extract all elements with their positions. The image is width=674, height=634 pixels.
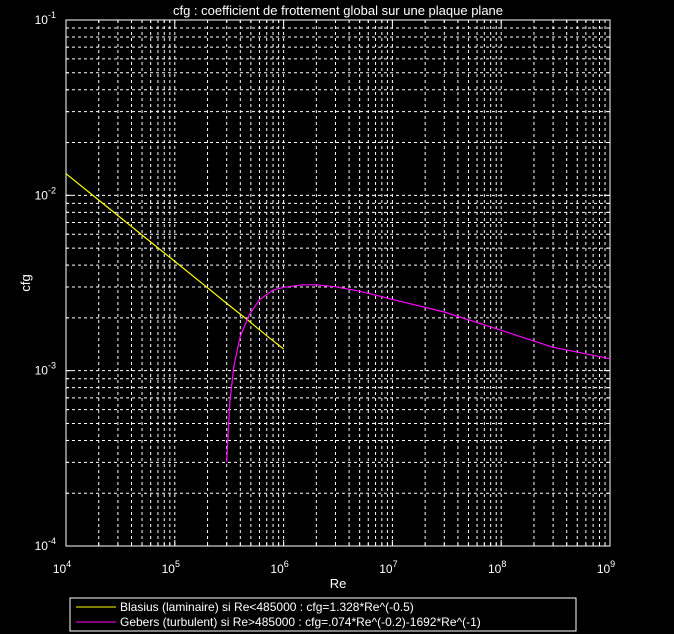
y-axis-label: cfg: [18, 274, 33, 291]
x-axis-label: Re: [330, 576, 347, 591]
grid-lines: [66, 20, 610, 546]
plot-area: [65, 19, 611, 547]
x-tick-label: 109: [597, 559, 615, 576]
x-tick-label: 105: [162, 559, 180, 576]
legend-label-gebers: Gebers (turbulent) si Re>485000 : cfg=.0…: [120, 615, 481, 629]
x-tick-label: 108: [488, 559, 506, 576]
series-line-blasius: [65, 173, 284, 350]
legend-label-blasius: Blasius (laminaire) si Re<485000 : cfg=1…: [120, 600, 414, 614]
legend: Blasius (laminaire) si Re<485000 : cfg=1…: [69, 597, 577, 632]
x-tick-label: 106: [270, 559, 288, 576]
x-tick-label: 104: [53, 559, 71, 576]
axis-ticks: [66, 20, 610, 546]
series-line-gebers: [226, 284, 611, 463]
y-tick-label: 10-3: [35, 361, 56, 378]
series-lines: [65, 173, 611, 463]
x-tick-label: 107: [379, 559, 397, 576]
y-tick-labels: 10-4 10-3 10-2 10-1: [35, 10, 56, 553]
legend-box: [69, 597, 577, 632]
y-tick-label: 10-1: [35, 10, 56, 27]
y-tick-label: 10-2: [35, 185, 56, 202]
x-tick-labels: 104 105 106 107 108 109: [53, 559, 615, 576]
y-tick-label: 10-4: [35, 536, 56, 553]
chart-title: cfg : coefficient de frottement global s…: [173, 3, 503, 18]
